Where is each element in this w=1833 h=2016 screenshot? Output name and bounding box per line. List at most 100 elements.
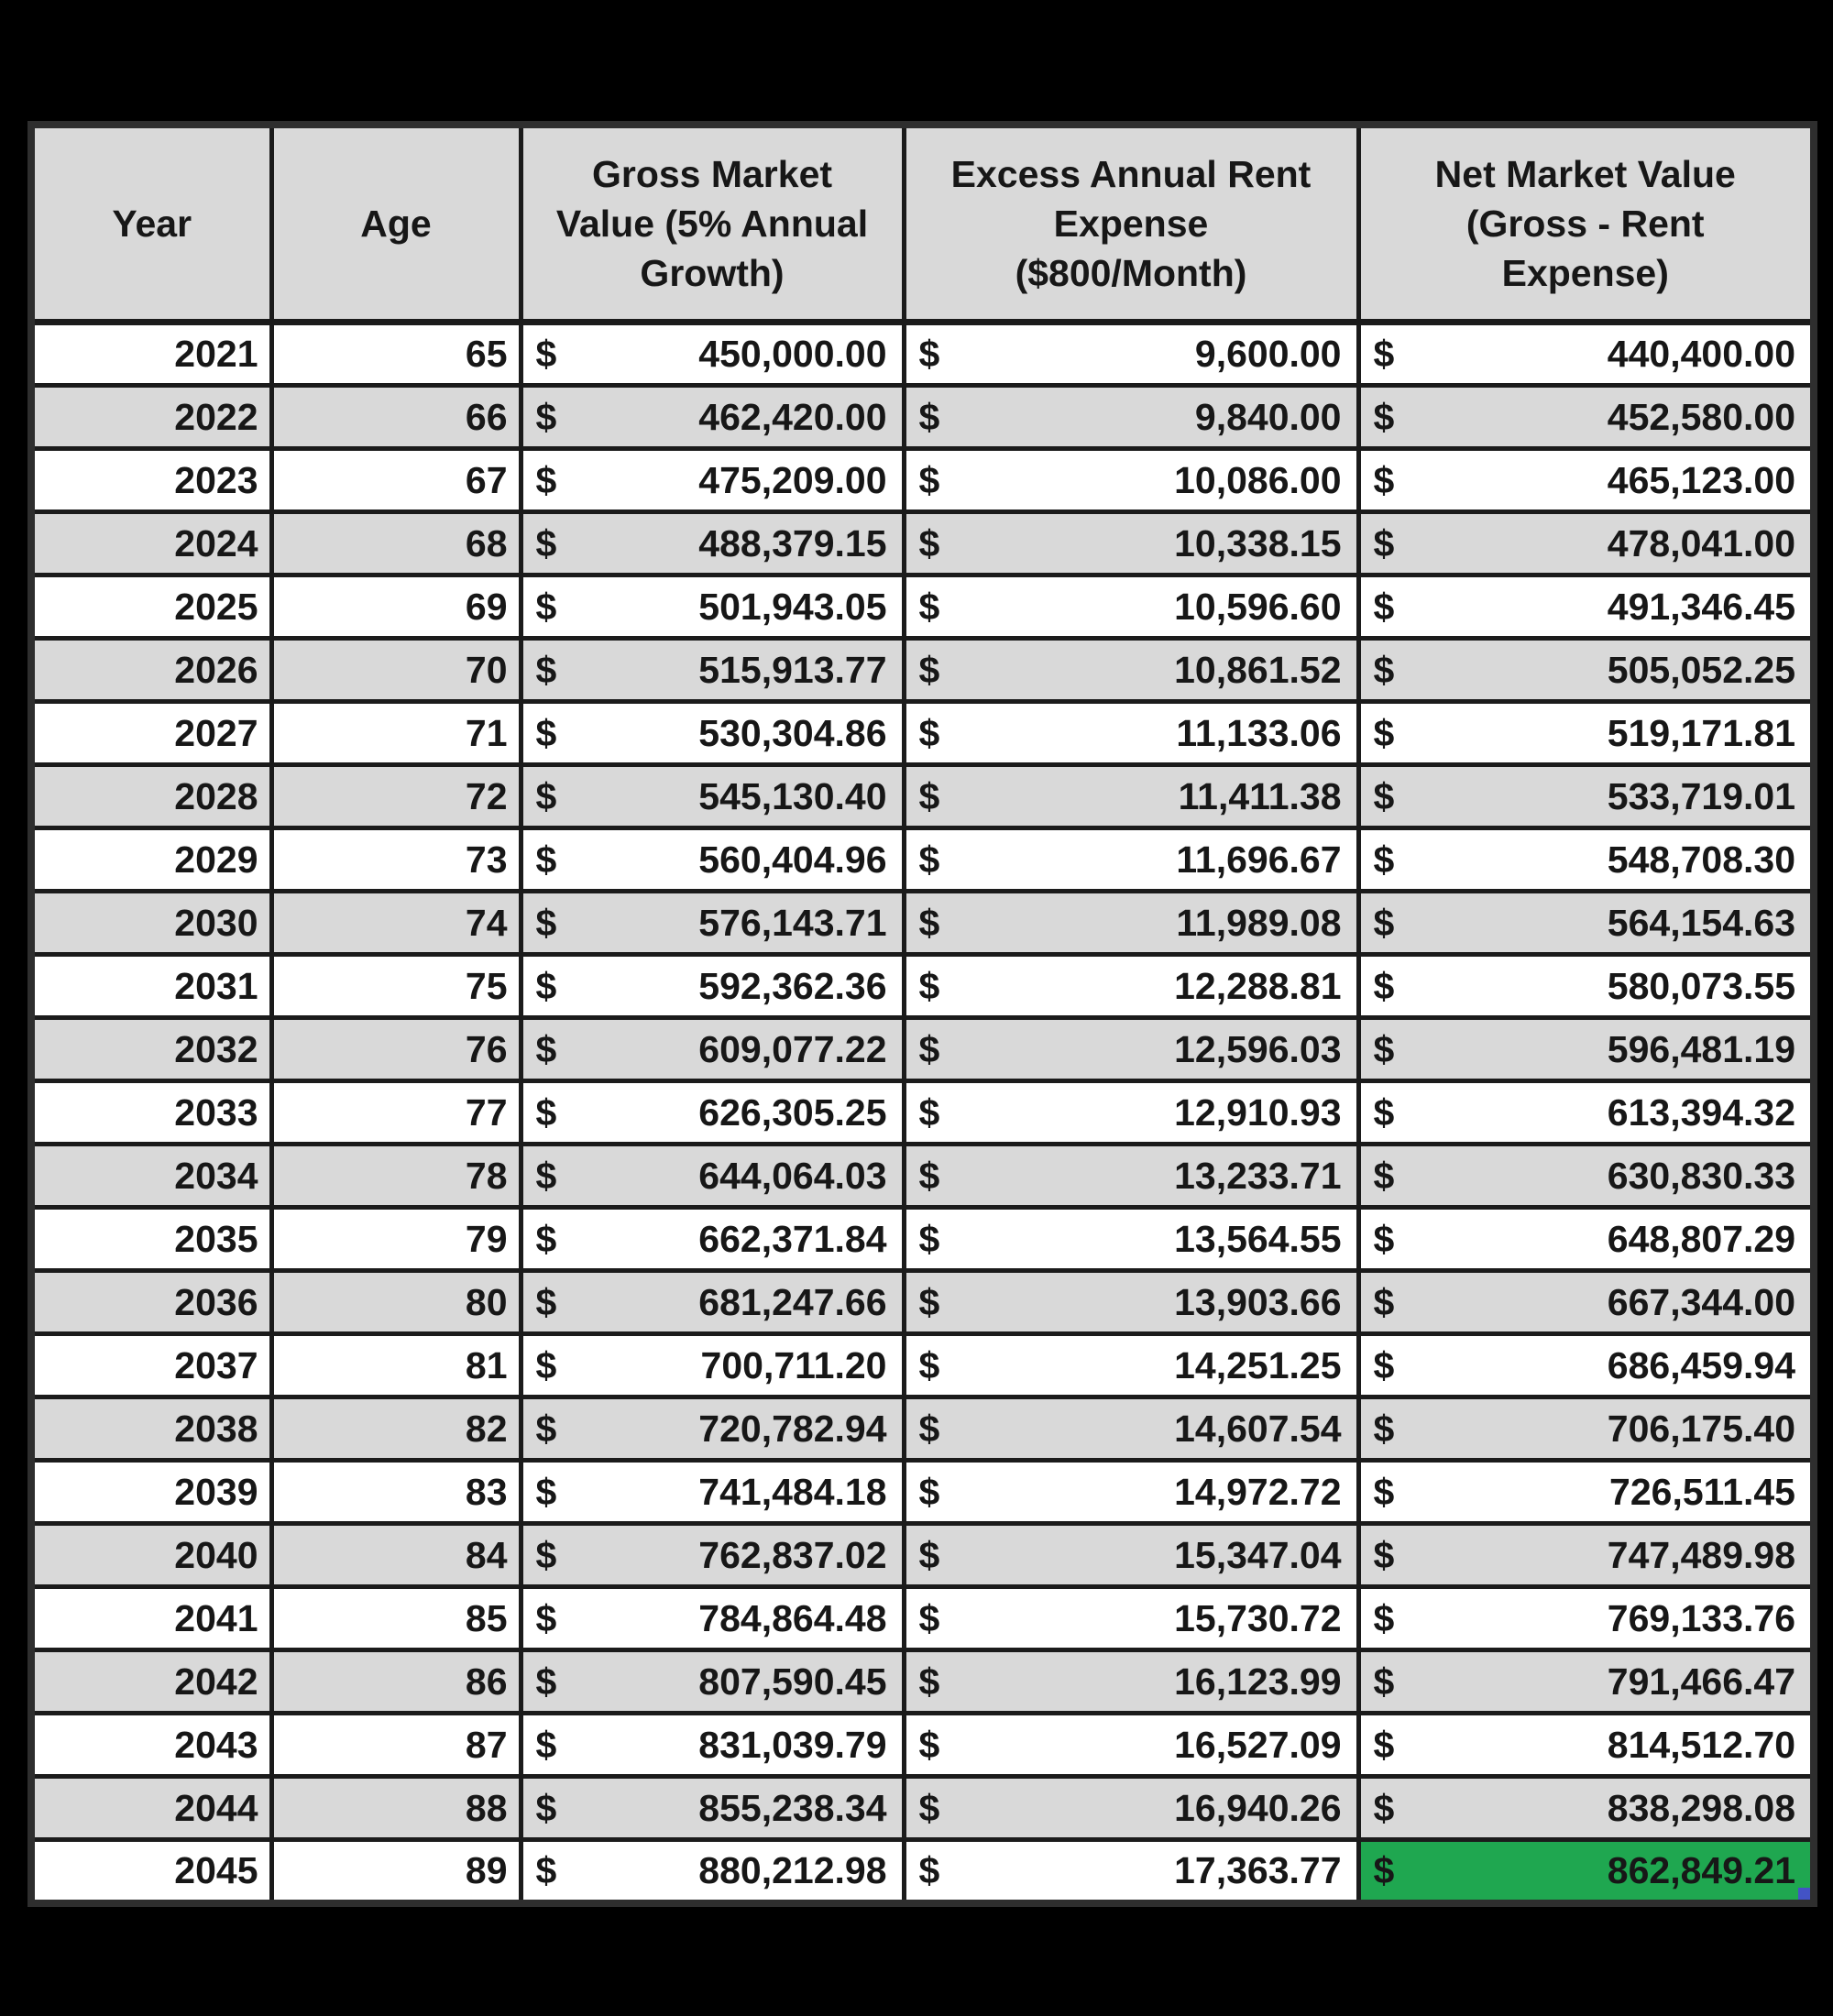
column-header-net[interactable]: Net Market Value (Gross - Rent Expense) [1356, 122, 1817, 325]
cell-age[interactable]: 85 [269, 1584, 523, 1652]
cell-net[interactable]: $465,123.00 [1356, 446, 1817, 514]
cell-gross[interactable]: $784,864.48 [518, 1584, 906, 1652]
cell-net[interactable]: $440,400.00 [1356, 320, 1817, 388]
cell-year[interactable]: 2044 [28, 1774, 274, 1842]
cell-net[interactable]: $814,512.70 [1356, 1711, 1817, 1779]
cell-rent[interactable]: $13,903.66 [901, 1268, 1361, 1336]
cell-age[interactable]: 67 [269, 446, 523, 514]
cell-rent[interactable]: $9,840.00 [901, 383, 1361, 451]
cell-net[interactable]: $491,346.45 [1356, 573, 1817, 641]
cell-net[interactable]: $686,459.94 [1356, 1331, 1817, 1399]
cell-year[interactable]: 2028 [28, 762, 274, 830]
cell-net[interactable]: $791,466.47 [1356, 1648, 1817, 1715]
cell-net[interactable]: $533,719.01 [1356, 762, 1817, 830]
cell-rent[interactable]: $10,596.60 [901, 573, 1361, 641]
cell-age[interactable]: 73 [269, 826, 523, 893]
cell-gross[interactable]: $530,304.86 [518, 699, 906, 767]
cell-net[interactable]: $838,298.08 [1356, 1774, 1817, 1842]
cell-age[interactable]: 65 [269, 320, 523, 388]
cell-year[interactable]: 2021 [28, 320, 274, 388]
cell-year[interactable]: 2029 [28, 826, 274, 893]
cell-net[interactable]: $630,830.33 [1356, 1142, 1817, 1210]
cell-year[interactable]: 2036 [28, 1268, 274, 1336]
cell-age[interactable]: 86 [269, 1648, 523, 1715]
cell-rent[interactable]: $11,133.06 [901, 699, 1361, 767]
cell-age[interactable]: 76 [269, 1015, 523, 1083]
cell-rent[interactable]: $15,347.04 [901, 1521, 1361, 1589]
cell-age[interactable]: 66 [269, 383, 523, 451]
cell-year[interactable]: 2045 [28, 1837, 274, 1905]
cell-gross[interactable]: $700,711.20 [518, 1331, 906, 1399]
cell-rent[interactable]: $17,363.77 [901, 1837, 1361, 1905]
cell-net[interactable]: $478,041.00 [1356, 509, 1817, 577]
cell-rent[interactable]: $16,123.99 [901, 1648, 1361, 1715]
cell-gross[interactable]: $741,484.18 [518, 1458, 906, 1526]
cell-rent[interactable]: $14,607.54 [901, 1395, 1361, 1463]
cell-rent[interactable]: $13,564.55 [901, 1205, 1361, 1273]
cell-net[interactable]: $505,052.25 [1356, 636, 1817, 704]
cell-net[interactable]: $580,073.55 [1356, 952, 1817, 1020]
column-header-rent[interactable]: Excess Annual Rent Expense ($800/Month) [901, 122, 1361, 325]
cell-net[interactable]: $564,154.63 [1356, 889, 1817, 957]
cell-year[interactable]: 2031 [28, 952, 274, 1020]
cell-year[interactable]: 2042 [28, 1648, 274, 1715]
cell-net[interactable]: $747,489.98 [1356, 1521, 1817, 1589]
cell-gross[interactable]: $475,209.00 [518, 446, 906, 514]
cell-net[interactable]: $452,580.00 [1356, 383, 1817, 451]
cell-year[interactable]: 2032 [28, 1015, 274, 1083]
cell-gross[interactable]: $762,837.02 [518, 1521, 906, 1589]
cell-age[interactable]: 69 [269, 573, 523, 641]
cell-year[interactable]: 2039 [28, 1458, 274, 1526]
cell-net[interactable]: $548,708.30 [1356, 826, 1817, 893]
cell-net[interactable]: $706,175.40 [1356, 1395, 1817, 1463]
cell-gross[interactable]: $488,379.15 [518, 509, 906, 577]
cell-year[interactable]: 2035 [28, 1205, 274, 1273]
cell-net[interactable]: $726,511.45 [1356, 1458, 1817, 1526]
cell-gross[interactable]: $855,238.34 [518, 1774, 906, 1842]
cell-gross[interactable]: $626,305.25 [518, 1079, 906, 1146]
cell-year[interactable]: 2027 [28, 699, 274, 767]
cell-rent[interactable]: $13,233.71 [901, 1142, 1361, 1210]
cell-year[interactable]: 2040 [28, 1521, 274, 1589]
cell-rent[interactable]: $15,730.72 [901, 1584, 1361, 1652]
cell-rent[interactable]: $10,086.00 [901, 446, 1361, 514]
cell-rent[interactable]: $10,861.52 [901, 636, 1361, 704]
cell-rent[interactable]: $11,989.08 [901, 889, 1361, 957]
cell-year[interactable]: 2030 [28, 889, 274, 957]
fill-handle[interactable] [1798, 1887, 1809, 1899]
cell-gross[interactable]: $576,143.71 [518, 889, 906, 957]
cell-rent[interactable]: $14,972.72 [901, 1458, 1361, 1526]
cell-gross[interactable]: $501,943.05 [518, 573, 906, 641]
cell-gross[interactable]: $880,212.98 [518, 1837, 906, 1905]
cell-gross[interactable]: $450,000.00 [518, 320, 906, 388]
cell-year[interactable]: 2034 [28, 1142, 274, 1210]
column-header-year[interactable]: Year [28, 122, 274, 325]
cell-age[interactable]: 78 [269, 1142, 523, 1210]
cell-gross[interactable]: $807,590.45 [518, 1648, 906, 1715]
cell-rent[interactable]: $16,940.26 [901, 1774, 1361, 1842]
column-header-age[interactable]: Age [269, 122, 523, 325]
cell-year[interactable]: 2022 [28, 383, 274, 451]
cell-age[interactable]: 70 [269, 636, 523, 704]
cell-gross[interactable]: $662,371.84 [518, 1205, 906, 1273]
cell-gross[interactable]: $609,077.22 [518, 1015, 906, 1083]
cell-gross[interactable]: $592,362.36 [518, 952, 906, 1020]
cell-net[interactable]: $667,344.00 [1356, 1268, 1817, 1336]
cell-rent[interactable]: $16,527.09 [901, 1711, 1361, 1779]
cell-net[interactable]: $596,481.19 [1356, 1015, 1817, 1083]
cell-rent[interactable]: $11,696.67 [901, 826, 1361, 893]
cell-rent[interactable]: $12,596.03 [901, 1015, 1361, 1083]
column-header-gross[interactable]: Gross Market Value (5% Annual Growth) [518, 122, 906, 325]
cell-age[interactable]: 87 [269, 1711, 523, 1779]
cell-rent[interactable]: $9,600.00 [901, 320, 1361, 388]
cell-net-highlighted[interactable]: $862,849.21 [1356, 1837, 1817, 1905]
cell-rent[interactable]: $12,288.81 [901, 952, 1361, 1020]
cell-age[interactable]: 77 [269, 1079, 523, 1146]
cell-year[interactable]: 2025 [28, 573, 274, 641]
cell-age[interactable]: 79 [269, 1205, 523, 1273]
cell-gross[interactable]: $681,247.66 [518, 1268, 906, 1336]
cell-age[interactable]: 84 [269, 1521, 523, 1589]
cell-gross[interactable]: $560,404.96 [518, 826, 906, 893]
cell-year[interactable]: 2038 [28, 1395, 274, 1463]
cell-year[interactable]: 2041 [28, 1584, 274, 1652]
